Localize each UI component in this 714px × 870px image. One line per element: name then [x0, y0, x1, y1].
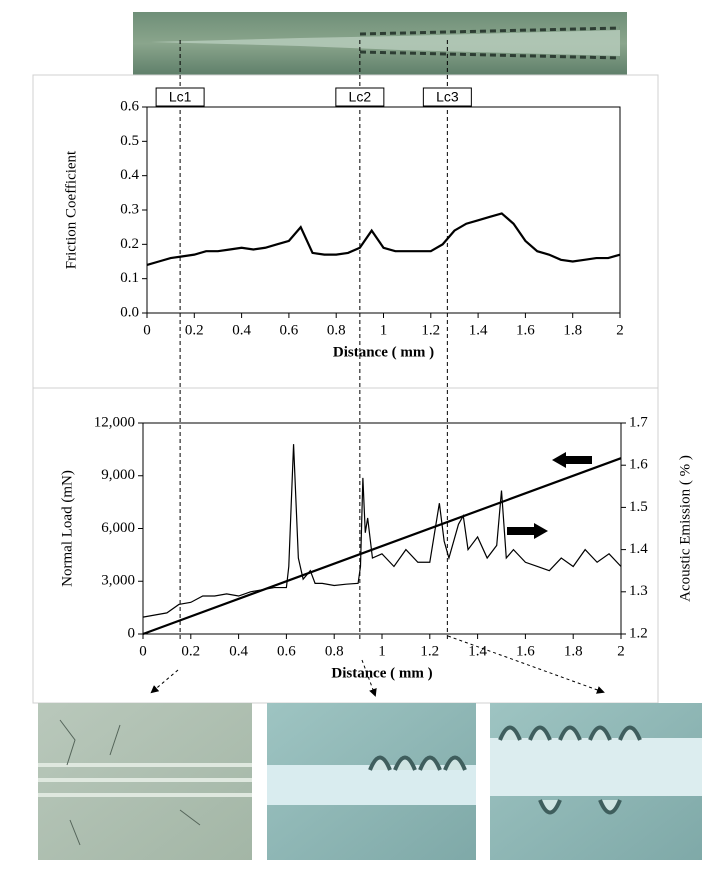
callout-arrows: [150, 635, 605, 697]
y-tick-label: 3,000: [101, 573, 135, 589]
marker-box: [422, 87, 472, 107]
chart-frame: [32, 74, 659, 389]
y-tick-label: 0.2: [120, 236, 139, 252]
y-tick-label: 0: [128, 625, 136, 641]
top-micrograph: [133, 12, 627, 75]
data-line: [142, 457, 622, 636]
y2-tick-label: 1.4: [629, 541, 648, 557]
data-line: [142, 444, 622, 618]
marker-box: [335, 87, 385, 107]
x-tick-label: 0: [143, 322, 151, 338]
x-tick-label: 1.2: [420, 643, 439, 659]
y2-tick-label: 1.5: [629, 499, 648, 515]
plot-frame: [142, 422, 622, 635]
marker-label: Lc3: [436, 89, 459, 105]
y-tick-label: 0.4: [120, 167, 139, 183]
x-tick-label: 2: [616, 322, 624, 338]
marker-box: [155, 87, 205, 107]
x-tick-label: 1.2: [421, 322, 440, 338]
x-tick-label: 0: [139, 643, 147, 659]
y-tick-label: 9,000: [101, 467, 135, 483]
x-tick-label: 1.6: [516, 643, 535, 659]
x-tick-label: 1: [378, 643, 386, 659]
x-axis-label: Distance ( mm ): [333, 344, 434, 360]
x-tick-label: 1.8: [563, 322, 582, 338]
y-tick-label: 0.3: [120, 201, 139, 217]
marker-label: Lc1: [169, 89, 192, 105]
y-tick-label: 0.6: [120, 98, 139, 114]
y2-tick-label: 1.7: [629, 414, 648, 430]
x-tick-label: 2: [617, 643, 625, 659]
x-tick-label: 0.4: [229, 643, 248, 659]
axis-arrows: [507, 452, 592, 539]
x-tick-label: 1.8: [564, 643, 583, 659]
y-tick-label: 6,000: [101, 520, 135, 536]
x-tick-label: 0.2: [181, 643, 200, 659]
y-tick-label: 0.0: [120, 304, 139, 320]
x-tick-label: 0.6: [280, 322, 299, 338]
y-axis-label: Normal Load (mN): [59, 470, 75, 587]
x-tick-label: 0.8: [325, 643, 344, 659]
x-axis-label: Distance ( mm ): [331, 665, 432, 681]
y2-tick-label: 1.2: [629, 625, 648, 641]
x-tick-label: 0.2: [185, 322, 204, 338]
x-tick-label: 0.4: [232, 322, 251, 338]
y-tick-label: 0.1: [120, 270, 139, 286]
y-axis-label: Friction Coefficient: [63, 150, 79, 269]
bottom-micrographs: [38, 703, 702, 860]
y-tick-label: 12,000: [94, 414, 135, 430]
plot-frame: [146, 106, 621, 314]
y2-tick-label: 1.6: [629, 457, 648, 473]
x-tick-label: 1: [380, 322, 388, 338]
x-tick-label: 1.4: [469, 322, 488, 338]
x-tick-label: 0.6: [277, 643, 296, 659]
x-tick-label: 1.4: [468, 643, 487, 659]
y2-axis-label: Acoustic Emission ( % ): [677, 455, 693, 602]
data-line: [146, 212, 621, 266]
x-tick-label: 1.6: [516, 322, 535, 338]
x-tick-label: 0.8: [327, 322, 346, 338]
marker-label: Lc2: [349, 89, 372, 105]
y2-tick-label: 1.3: [629, 583, 648, 599]
y-tick-label: 0.5: [120, 133, 139, 149]
